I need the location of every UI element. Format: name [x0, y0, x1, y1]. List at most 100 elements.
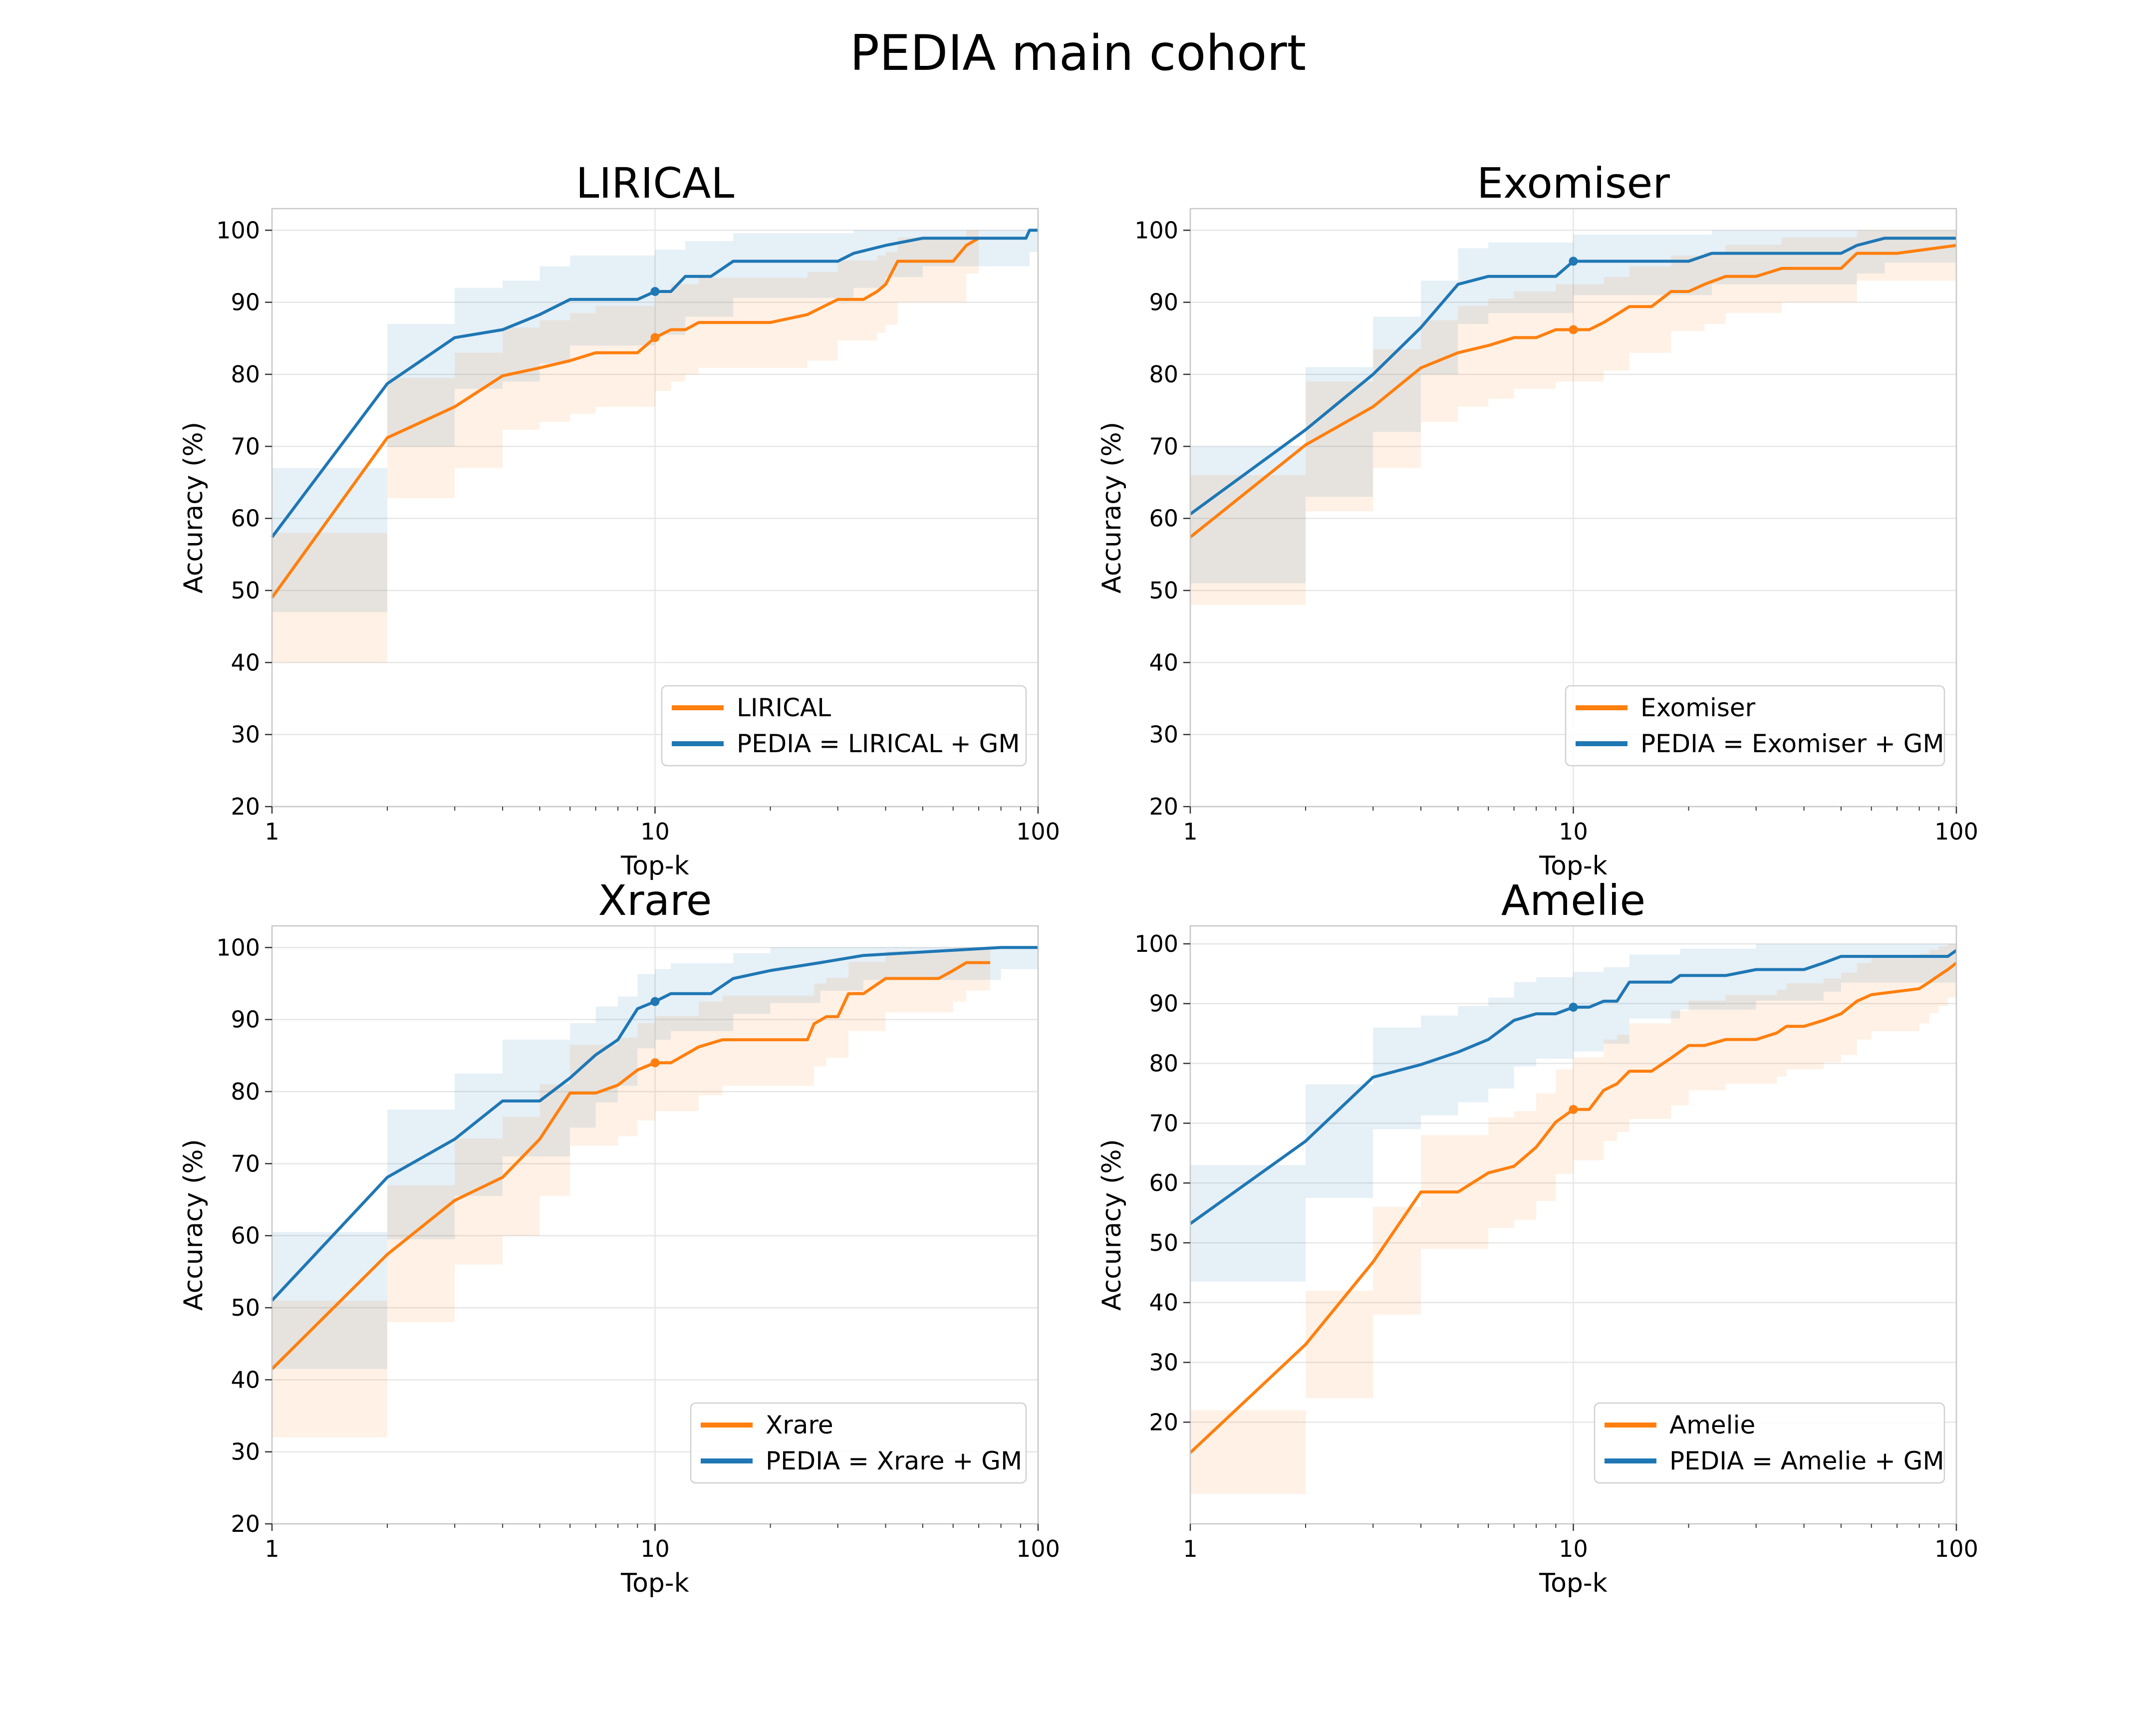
y-tick-label: 60 [1149, 505, 1178, 532]
y-tick-label: 20 [1149, 793, 1178, 820]
y-tick-label: 30 [231, 721, 260, 748]
x-tick-label: 100 [1016, 1535, 1060, 1562]
band-pedia-exomiser-gm [1190, 230, 1956, 583]
y-tick-label: 100 [216, 934, 260, 961]
marker-exomiser [1569, 325, 1578, 334]
x-axis-label: Top-k [620, 1568, 689, 1598]
y-tick-label: 20 [231, 793, 260, 820]
y-tick-label: 90 [1149, 289, 1178, 316]
y-tick-label: 30 [1149, 1349, 1178, 1376]
panel-title: Exomiser [1477, 159, 1670, 208]
x-tick-label: 10 [1559, 818, 1588, 845]
y-tick-label: 80 [231, 1078, 260, 1105]
y-tick-label: 50 [231, 1294, 260, 1321]
panel-title: LIRICAL [576, 159, 735, 208]
line-pedia-amelie-gm [1189, 949, 1957, 1225]
x-tick-label: 100 [1934, 1535, 1978, 1562]
y-tick-label: 90 [231, 1006, 260, 1033]
y-tick-label: 50 [231, 577, 260, 604]
band-pedia-lirical-gm [272, 230, 1038, 612]
y-tick-label: 50 [1149, 577, 1178, 604]
y-tick-label: 100 [1134, 217, 1178, 244]
line-xrare [270, 961, 991, 1370]
x-tick-label: 100 [1934, 818, 1978, 845]
band-amelie [1190, 943, 1956, 1494]
band-xrare [272, 947, 991, 1438]
x-tick-label: 100 [1016, 818, 1060, 845]
legend-label: PEDIA = Amelie + GM [1669, 1446, 1944, 1475]
y-tick-label: 80 [1149, 361, 1178, 388]
x-tick-label: 1 [1183, 1535, 1197, 1562]
marker-pedia-amelie-gm [1569, 1002, 1578, 1012]
y-axis-label: Accuracy (%) [1097, 1139, 1127, 1311]
legend-box [690, 1402, 1027, 1484]
y-tick-label: 40 [231, 1366, 260, 1393]
legend-label: Exomiser [1640, 693, 1756, 722]
band-pedia-xrare-gm [272, 947, 1038, 1369]
x-axis-label: Top-k [620, 851, 689, 881]
legend-label: PEDIA = Exomiser + GM [1640, 729, 1944, 758]
x-tick-label: 10 [1559, 1535, 1588, 1562]
marker-xrare [650, 1058, 660, 1068]
figure-title: PEDIA main cohort [850, 25, 1306, 82]
y-tick-label: 90 [231, 289, 260, 316]
x-tick-label: 1 [1183, 818, 1197, 845]
y-tick-label: 70 [1149, 1110, 1178, 1137]
y-tick-label: 100 [216, 217, 260, 244]
marker-pedia-lirical-gm [650, 287, 660, 296]
line-pedia-lirical-gm [270, 229, 1038, 539]
y-tick-label: 40 [231, 649, 260, 676]
line-amelie [1189, 961, 1957, 1454]
y-tick-label: 70 [231, 433, 260, 460]
marker-amelie [1569, 1105, 1578, 1114]
x-tick-label: 10 [640, 1535, 670, 1562]
legend-label: LIRICAL [737, 693, 831, 722]
legend-box [1565, 685, 1945, 767]
y-tick-label: 70 [231, 1150, 260, 1177]
y-tick-label: 80 [1149, 1050, 1178, 1077]
x-axis-label: Top-k [1539, 851, 1608, 881]
y-axis-label: Accuracy (%) [179, 1139, 209, 1311]
y-tick-label: 60 [231, 505, 260, 532]
y-tick-label: 80 [231, 361, 260, 388]
y-tick-label: 70 [1149, 433, 1178, 460]
y-tick-label: 40 [1149, 1289, 1178, 1316]
y-tick-label: 100 [1134, 930, 1178, 957]
marker-lirical [650, 333, 660, 342]
panel-title: Amelie [1501, 876, 1645, 925]
band-pedia-amelie-gm [1190, 943, 1956, 1282]
legend-label: PEDIA = Xrare + GM [766, 1446, 1022, 1475]
x-axis-label: Top-k [1539, 1568, 1608, 1598]
y-tick-label: 30 [231, 1438, 260, 1465]
line-lirical [270, 237, 980, 599]
y-tick-label: 30 [1149, 721, 1178, 748]
legend-label: Xrare [766, 1411, 833, 1439]
x-tick-label: 1 [265, 818, 279, 845]
y-tick-label: 40 [1149, 649, 1178, 676]
line-pedia-xrare-gm [270, 946, 1038, 1302]
line-exomiser [1189, 244, 1957, 539]
y-axis-label: Accuracy (%) [179, 422, 209, 593]
y-tick-label: 20 [231, 1510, 260, 1537]
legend-box [661, 685, 1027, 767]
y-tick-label: 60 [231, 1222, 260, 1249]
x-tick-label: 10 [640, 818, 670, 845]
legend-label: PEDIA = LIRICAL + GM [737, 729, 1020, 758]
legend-box [1594, 1402, 1945, 1484]
band-exomiser [1190, 230, 1956, 605]
legend-label: Amelie [1669, 1411, 1755, 1439]
marker-pedia-xrare-gm [650, 997, 660, 1006]
marker-pedia-exomiser-gm [1569, 257, 1578, 266]
y-tick-label: 20 [1149, 1409, 1178, 1436]
y-tick-label: 90 [1149, 990, 1178, 1017]
band-lirical [272, 230, 979, 663]
x-tick-label: 1 [265, 1535, 279, 1562]
panel-title: Xrare [598, 876, 712, 925]
y-axis-label: Accuracy (%) [1097, 422, 1127, 593]
y-tick-label: 50 [1149, 1229, 1178, 1256]
y-tick-label: 60 [1149, 1169, 1178, 1196]
